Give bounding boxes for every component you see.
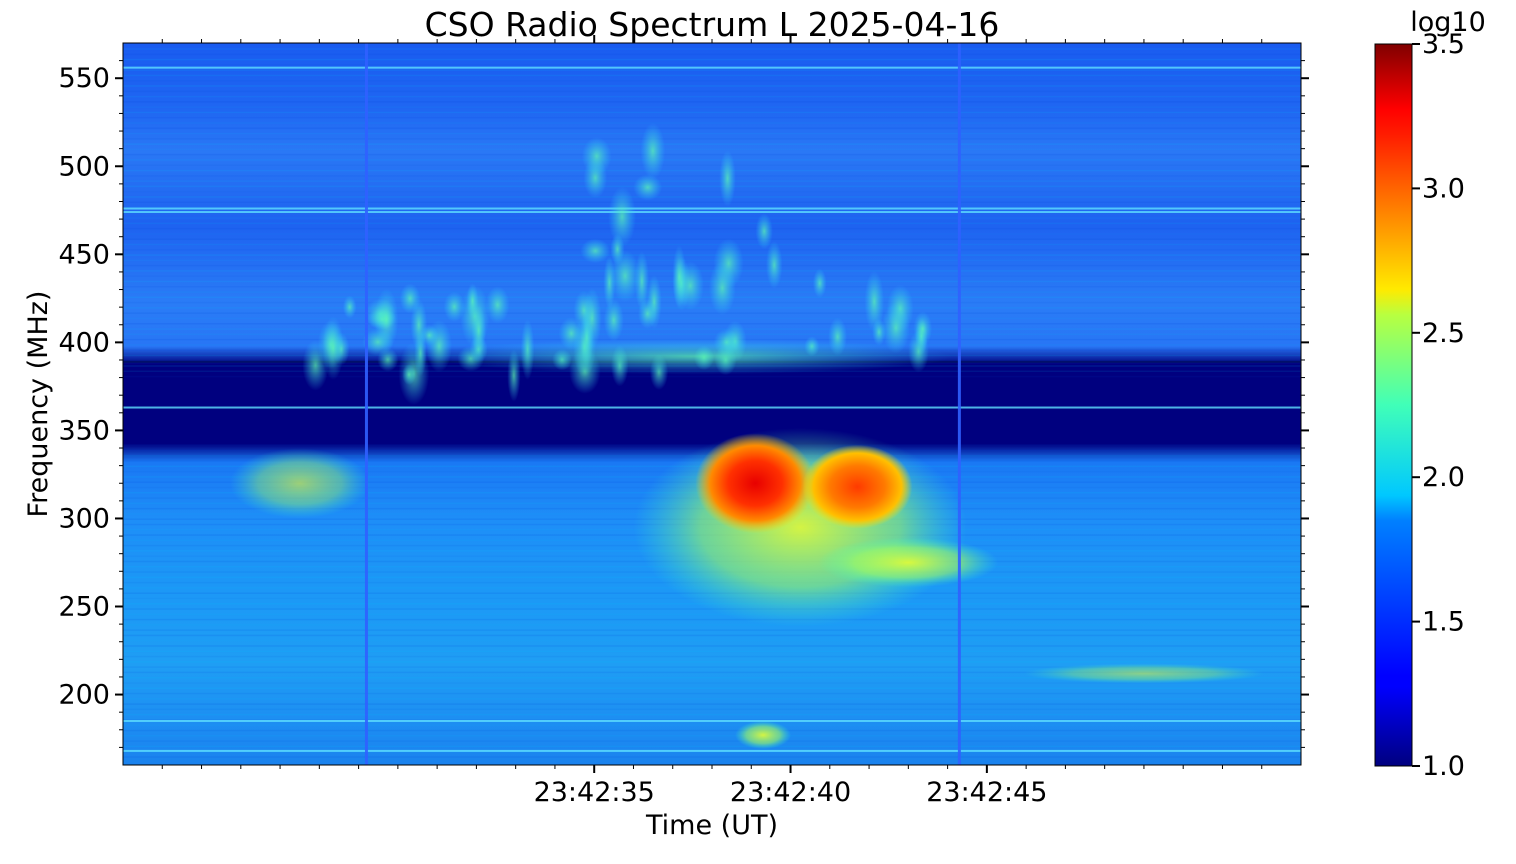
colorbar-tick-label: 1.0 — [1422, 751, 1465, 782]
y-axis-label: Frequency (MHz) — [23, 291, 54, 518]
x-tick-label: 23:42:40 — [730, 777, 851, 808]
rfi-line — [123, 66, 1301, 69]
y-tick-label: 250 — [58, 592, 110, 623]
rfi-line — [123, 719, 1301, 722]
x-axis-label: Time (UT) — [645, 810, 778, 841]
rfi-line — [123, 207, 1301, 210]
x-tick-label: 23:42:45 — [926, 777, 1047, 808]
y-tick-label: 550 — [58, 63, 110, 94]
x-axis: 23:42:35 23:42:40 23:42:45 — [161, 35, 1263, 808]
colorbar-label: log10 — [1410, 7, 1486, 38]
burst — [802, 444, 913, 529]
colorbar-tick-label: 3.5 — [1422, 29, 1465, 60]
burst — [695, 433, 816, 534]
colorbar-tick-label: 2.5 — [1422, 318, 1465, 349]
vertical-line — [364, 43, 368, 765]
spectrogram — [123, 43, 1301, 765]
vertical-line — [957, 43, 961, 765]
colorbar-ticks: 1.0 1.5 2.0 2.5 3.0 3.5 — [1412, 29, 1465, 782]
rfi-line — [123, 749, 1301, 752]
y-tick-label: 450 — [58, 239, 110, 270]
colorbar-tick-label: 1.5 — [1422, 607, 1465, 638]
y-tick-label: 400 — [58, 327, 110, 358]
chart-title: CSO Radio Spectrum L 2025-04-16 — [425, 5, 1000, 44]
colorbar-tick-label: 2.0 — [1422, 462, 1465, 493]
y-tick-label: 300 — [58, 503, 110, 534]
colorbar-tick-label: 3.0 — [1422, 173, 1465, 204]
rfi-line — [123, 211, 1301, 214]
y-tick-label: 350 — [58, 415, 110, 446]
y-tick-label: 500 — [58, 151, 110, 182]
y-axis: 200 250 300 350 400 450 500 550 — [58, 60, 1309, 748]
y-tick-label: 200 — [58, 680, 110, 711]
rfi-line — [123, 406, 1301, 409]
x-tick-label: 23:42:35 — [534, 777, 655, 808]
colorbar — [1374, 43, 1413, 767]
